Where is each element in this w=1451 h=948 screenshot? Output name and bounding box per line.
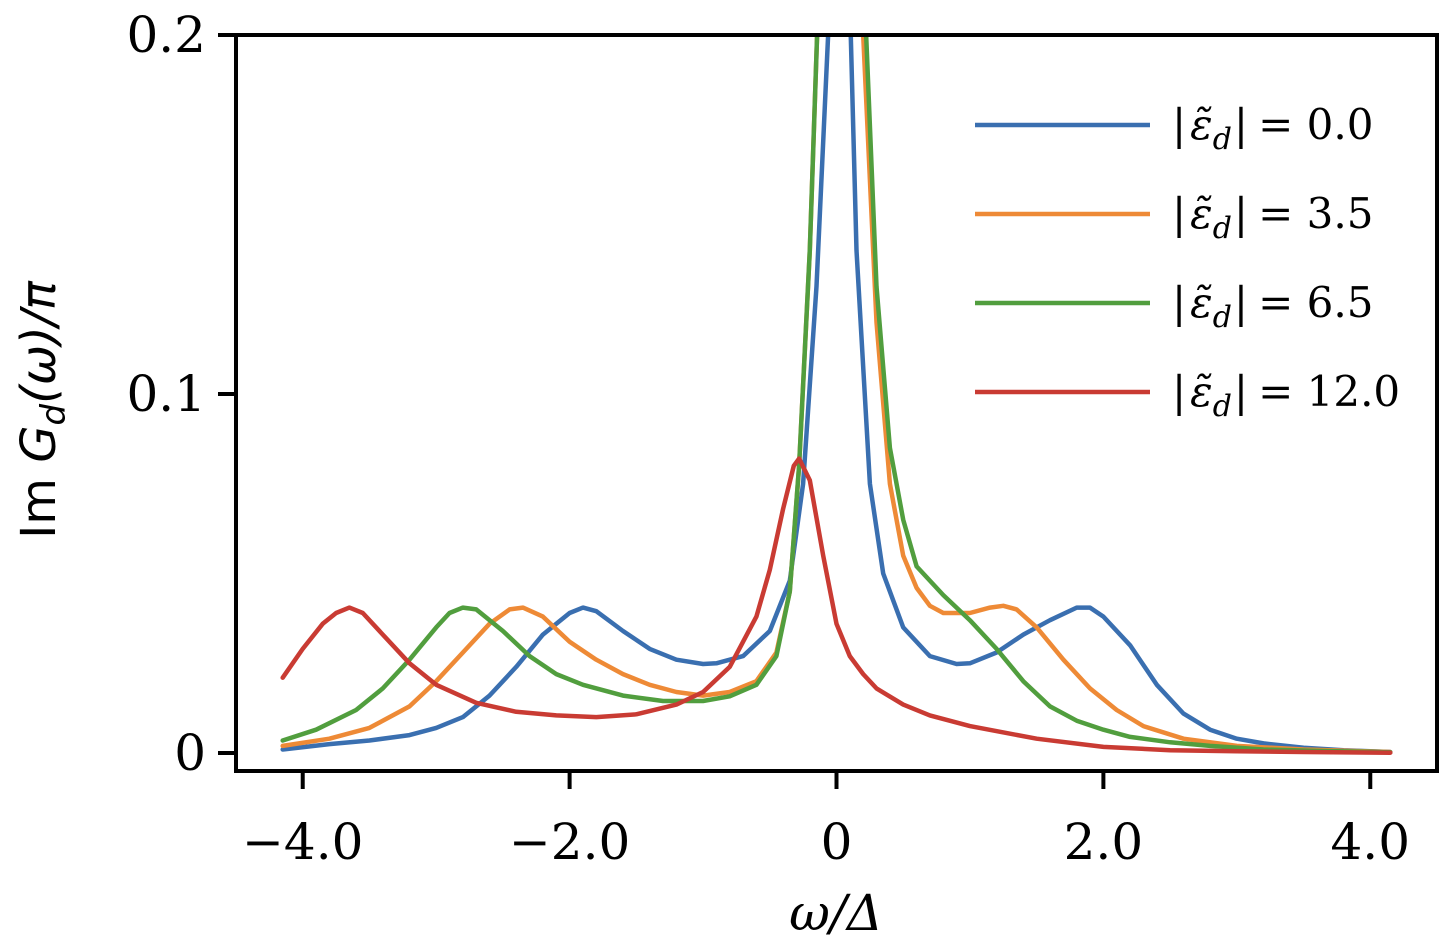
x-tick-label: 2.0 [1064,813,1144,871]
x-tick-label: 0 [821,813,853,871]
y-tick-label: 0.1 [126,365,206,423]
series-line-0 [280,35,1393,755]
legend-label-2: |ε̃d| = 6.5 [1172,278,1373,335]
y-axis-label-prefix: Im [11,463,67,539]
x-axis-ticks: −4.0 −2.0 0 2.0 4.0 [242,771,1410,871]
plot-frame [234,33,1439,773]
x-tick-label: −4.0 [242,813,363,871]
series-line-3 [280,456,1393,755]
legend: |ε̃d| = 0.0 |ε̃d| = 3.5 |ε̃d| = 6.5 |ε̃d| = 12.… [975,100,1400,424]
y-axis-ticks: 0 0.1 0.2 [126,6,236,782]
legend-label-3: |ε̃d| = 12.0 [1172,367,1400,424]
y-axis-label-subscript: d [34,403,74,425]
y-axis-label-symbol: G [11,425,67,462]
x-tick-label: 4.0 [1331,813,1411,871]
x-axis-label: ω/Δ [789,884,883,942]
y-tick-label: 0.2 [126,6,206,64]
series-line-1 [280,35,1393,755]
legend-label-0: |ε̃d| = 0.0 [1172,100,1373,157]
series-layer [280,35,1393,755]
x-tick-label: −2.0 [509,813,630,871]
y-axis-label-suffix: (ω)/π [11,280,67,404]
legend-label-1: |ε̃d| = 3.5 [1172,189,1373,246]
y-tick-label: 0 [174,724,206,782]
y-axis-label: Im Gd(ω)/π [11,280,74,539]
series-line-2 [280,35,1393,755]
